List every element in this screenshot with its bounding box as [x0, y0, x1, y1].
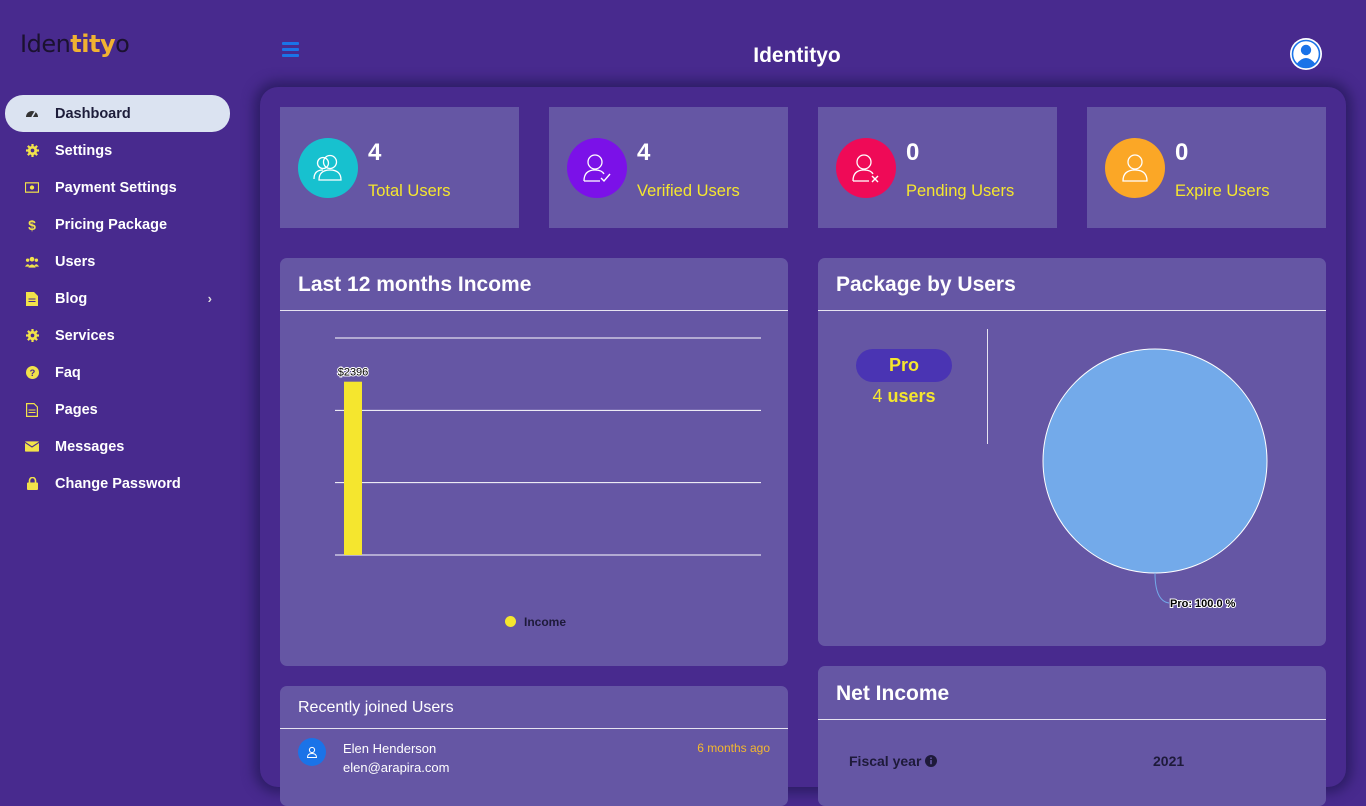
pie-label-leader [1154, 572, 1170, 604]
sidebar-item-label: Blog [55, 290, 88, 307]
divider [987, 329, 988, 444]
logo-text-part1: Iden [20, 30, 71, 58]
sidebar-item-label: Users [55, 253, 96, 270]
stat-value: 4 [637, 139, 651, 166]
fiscal-year-value: 2021 [1153, 753, 1185, 769]
users-icon [25, 255, 39, 269]
dashboard-icon [25, 107, 39, 121]
package-pie-chart: Pro: 100.0 % [1042, 348, 1268, 611]
divider [818, 310, 1326, 311]
fiscal-year-text: Fiscal year [849, 753, 922, 769]
sidebar-item-label: Faq [55, 364, 81, 381]
sidebar-item-label: Pricing Package [55, 216, 168, 233]
avatar [298, 738, 326, 766]
package-user-count-word: users [887, 386, 936, 406]
stat-value: 4 [368, 139, 382, 166]
sidebar-item-settings[interactable]: Settings [5, 132, 230, 169]
user-icon [1105, 138, 1165, 198]
sidebar-item-label: Payment Settings [55, 179, 177, 196]
chevron-right-icon: › [207, 291, 212, 306]
stat-label: Verified Users [637, 182, 740, 200]
sidebar-item-blog[interactable]: Blog › [5, 280, 230, 317]
stat-label: Expire Users [1175, 182, 1270, 200]
gear-icon [25, 144, 39, 158]
info-icon[interactable] [925, 755, 938, 767]
net-income-card: Net Income Fiscal year 2021 [818, 666, 1326, 806]
card-title: Net Income [836, 682, 950, 705]
sidebar-item-label: Settings [55, 142, 113, 159]
logo-text-part3: o [115, 30, 130, 58]
envelope-icon [25, 440, 39, 454]
legend-label-income: Income [524, 615, 567, 629]
page-title: Identityo [753, 44, 841, 67]
sidebar-item-pages[interactable]: Pages [5, 391, 230, 428]
divider [818, 719, 1326, 720]
sidebar-item-payment-settings[interactable]: Payment Settings [5, 169, 230, 206]
sidebar-item-label: Messages [55, 438, 125, 455]
sidebar-item-messages[interactable]: Messages [5, 428, 230, 465]
stat-value: 0 [906, 139, 920, 166]
gear-icon [25, 329, 39, 343]
menu-toggle-icon[interactable] [282, 42, 299, 60]
package-by-users-card: Package by Users Pro 4 users Pro: 100.0 … [818, 258, 1326, 646]
divider [280, 310, 788, 311]
sidebar-item-users[interactable]: Users [5, 243, 230, 280]
package-user-count-number: 4 [872, 386, 883, 406]
fiscal-year-label: Fiscal year [849, 753, 938, 769]
logo-text-part2: tity [70, 30, 116, 58]
legend-marker-income [505, 616, 516, 627]
sidebar-item-pricing-package[interactable]: $ Pricing Package [5, 206, 230, 243]
sidebar-item-label: Change Password [55, 475, 181, 492]
pie-slice [1042, 348, 1268, 574]
sidebar-item-label: Services [55, 327, 115, 344]
income-bar-chart: $2396 [335, 337, 761, 556]
package-badge: Pro [856, 349, 952, 382]
sidebar-item-services[interactable]: Services [5, 317, 230, 354]
package-user-count: 4 users [818, 386, 990, 407]
stat-label: Pending Users [906, 182, 1015, 200]
data-label: $2396 [338, 367, 369, 379]
income-chart-card: Last 12 months Income $2396 Income [280, 258, 788, 666]
recent-users-card: Recently joined Users Elen Henderson ele… [280, 686, 788, 806]
user-remove-icon [836, 138, 896, 198]
page-icon [25, 402, 39, 417]
divider [280, 728, 788, 729]
dollar-icon: $ [28, 216, 36, 233]
svg-text:?: ? [29, 368, 35, 378]
user-icon [298, 138, 358, 198]
stat-card-total-users: 4 Total Users [280, 107, 519, 228]
stat-label: Total Users [368, 182, 451, 200]
user-avatar-button[interactable] [1290, 38, 1322, 70]
sidebar-nav: Dashboard Settings Payment Settings $ Pr… [5, 95, 230, 502]
user-check-icon [567, 138, 627, 198]
sidebar-item-dashboard[interactable]: Dashboard [5, 95, 230, 132]
stat-card-verified-users: 4 Verified Users [549, 107, 788, 228]
card-title: Package by Users [836, 273, 1016, 296]
sidebar-item-label: Pages [55, 401, 98, 418]
sidebar-item-faq[interactable]: ? Faq [5, 354, 230, 391]
pie-label: Pro: 100.0 % [1170, 598, 1236, 610]
stat-value: 0 [1175, 139, 1189, 166]
user-name: Elen Henderson [343, 741, 437, 756]
money-icon [25, 181, 39, 195]
card-title: Recently joined Users [298, 699, 454, 716]
joined-time: 6 months ago [697, 741, 770, 755]
sidebar-item-change-password[interactable]: Change Password [5, 465, 230, 502]
question-icon: ? [25, 366, 39, 380]
user-icon [1291, 39, 1321, 69]
bar [344, 381, 362, 555]
sidebar-item-label: Dashboard [55, 105, 131, 122]
document-icon [25, 291, 39, 306]
lock-icon [25, 477, 39, 491]
stat-card-expire-users: 0 Expire Users [1087, 107, 1326, 228]
brand-logo[interactable]: Identityo [20, 30, 130, 58]
card-title: Last 12 months Income [298, 273, 532, 296]
stat-card-pending-users: 0 Pending Users [818, 107, 1057, 228]
